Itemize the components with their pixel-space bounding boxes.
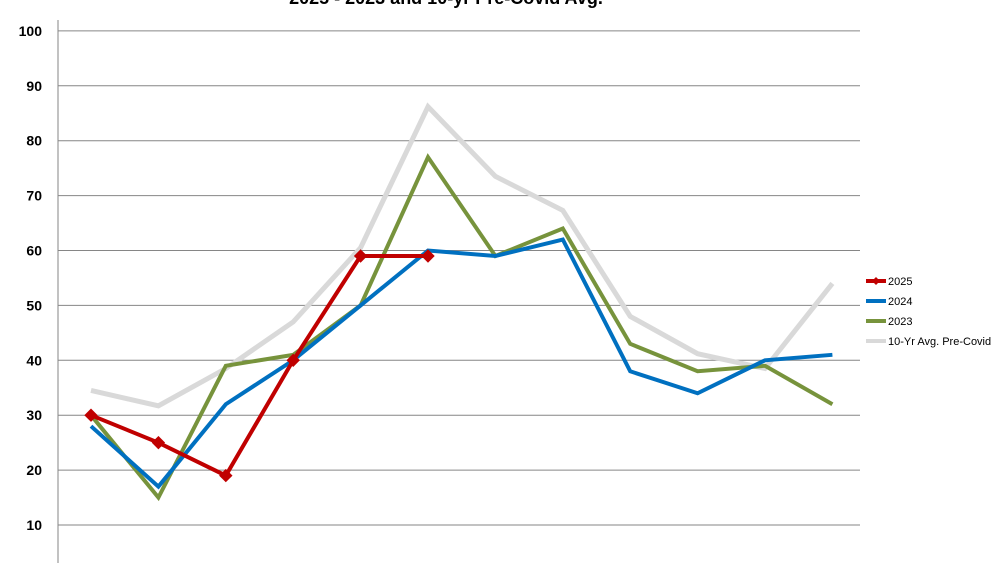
legend-label-2024: 2024 (888, 296, 912, 308)
series-lines (89, 102, 835, 502)
y-tick-label: 100 (19, 23, 43, 39)
series-line-10-yr-avg-pre-covid (90, 102, 835, 409)
legend: 2025 2024 2023 10-Yr Avg. Pre-Covid (866, 276, 991, 348)
y-tick-label: 50 (26, 297, 42, 313)
y-tick-label: 40 (26, 352, 42, 368)
y-tick-label: 80 (26, 133, 42, 149)
y-axis: 10 20 30 40 50 60 70 80 90 100 (19, 20, 59, 563)
gridlines (58, 30, 860, 526)
y-tick-label: 60 (26, 243, 42, 259)
legend-label-2025: 2025 (888, 276, 912, 288)
y-tick-label: 30 (26, 407, 42, 423)
y-tick-label: 90 (26, 78, 42, 94)
data-point-marker (151, 435, 166, 450)
data-point-marker (84, 408, 98, 422)
legend-label-2023: 2023 (888, 316, 912, 328)
chart-title: 2025 - 2023 and 10-yr Pre-Covid Avg. (289, 0, 603, 8)
data-point-marker (286, 353, 300, 368)
y-tick-label: 10 (26, 517, 42, 533)
y-tick-label: 20 (26, 462, 42, 478)
y-tick-label: 70 (26, 188, 42, 204)
legend-marker (872, 277, 880, 285)
series-line-2025 (90, 253, 428, 479)
series-line-2024 (89, 237, 833, 490)
legend-label-10-yr-avg-pre-covid: 10-Yr Avg. Pre-Covid (888, 336, 991, 348)
data-point-marker (353, 249, 368, 263)
data-point-marker (421, 249, 435, 263)
data-point-marker (219, 468, 233, 483)
series-markers (84, 249, 435, 483)
series-line-2023 (89, 153, 834, 502)
